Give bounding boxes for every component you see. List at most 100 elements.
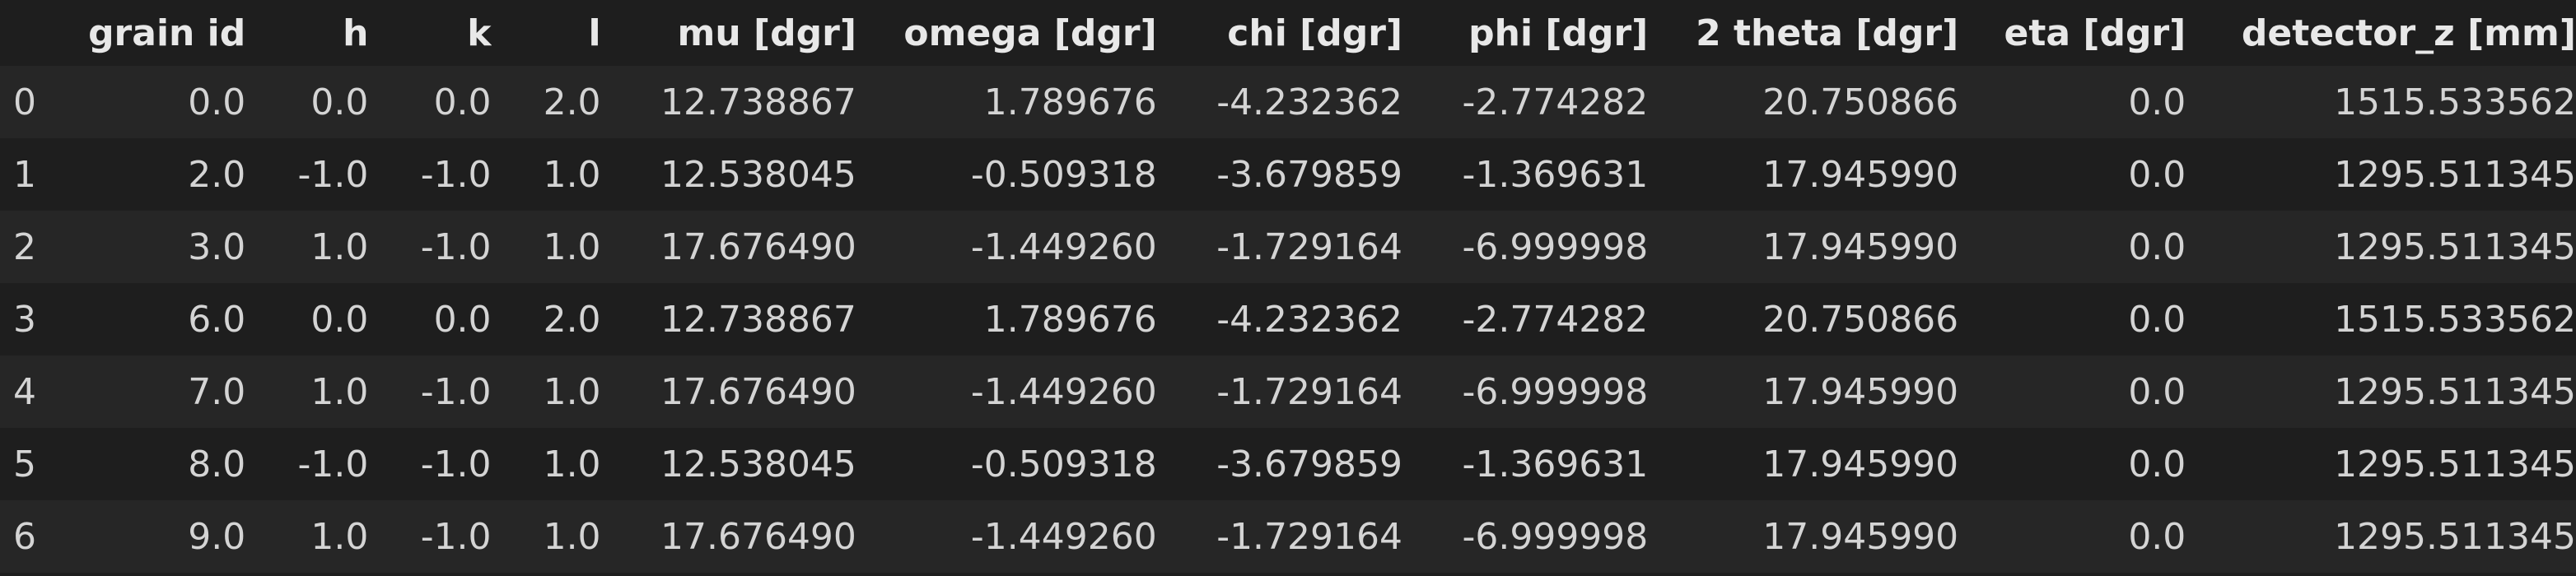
- cell-chi: -4.232362: [1216, 81, 1403, 123]
- cell-eta: 0.0: [2128, 225, 2186, 268]
- cell-l: 1.0: [543, 443, 601, 485]
- column-header-l: l: [588, 12, 601, 54]
- row-index-cell: 4: [13, 370, 36, 413]
- cell-omega: -1.449260: [970, 225, 1157, 268]
- cell-omega: -1.449260: [970, 515, 1157, 558]
- table-row: 1 2.0 -1.0 -1.0 1.0 12.538045 -0.509318 -3.6798…: [0, 138, 2576, 211]
- column-header-detector-z: detector_z [mm]: [2241, 12, 2576, 54]
- cell-l: 2.0: [543, 298, 601, 341]
- cell-k: -1.0: [420, 515, 492, 558]
- cell-k: -1.0: [420, 225, 492, 268]
- cell-mu: 12.738867: [660, 298, 856, 341]
- cell-two-theta: 17.945990: [1762, 370, 1959, 413]
- row-index-cell: 2: [13, 225, 36, 268]
- table-body: 0 0.0 0.0 0.0 2.0 12.738867 1.789676 -4.232362 -…: [0, 66, 2576, 573]
- cell-detector-z: 1295.511345: [2334, 370, 2576, 413]
- cell-phi: -6.999998: [1462, 370, 1649, 413]
- cell-mu: 12.538045: [660, 153, 856, 196]
- cell-two-theta: 17.945990: [1762, 443, 1959, 485]
- column-header-eta: eta [dgr]: [2004, 12, 2186, 54]
- cell-grain-id: 6.0: [188, 298, 246, 341]
- cell-eta: 0.0: [2128, 153, 2186, 196]
- cell-two-theta: 20.750866: [1762, 81, 1959, 123]
- cell-grain-id: 7.0: [188, 370, 246, 413]
- column-header-chi: chi [dgr]: [1227, 12, 1403, 54]
- cell-two-theta: 17.945990: [1762, 225, 1959, 268]
- column-header-omega: omega [dgr]: [903, 12, 1157, 54]
- cell-two-theta: 17.945990: [1762, 153, 1959, 196]
- cell-k: -1.0: [420, 370, 492, 413]
- cell-l: 1.0: [543, 153, 601, 196]
- row-index-cell: 0: [13, 81, 36, 123]
- cell-two-theta: 20.750866: [1762, 298, 1959, 341]
- cell-grain-id: 2.0: [188, 153, 246, 196]
- cell-h: -1.0: [297, 443, 369, 485]
- cell-l: 1.0: [543, 515, 601, 558]
- cell-omega: -0.509318: [970, 443, 1157, 485]
- cell-chi: -3.679859: [1216, 153, 1403, 196]
- table-row: 2 3.0 1.0 -1.0 1.0 17.676490 -1.449260 -1.72916…: [0, 211, 2576, 283]
- cell-h: 1.0: [310, 515, 369, 558]
- column-header-phi: phi [dgr]: [1468, 12, 1649, 54]
- cell-k: -1.0: [420, 443, 492, 485]
- cell-grain-id: 8.0: [188, 443, 246, 485]
- cell-eta: 0.0: [2128, 515, 2186, 558]
- cell-omega: 1.789676: [983, 298, 1157, 341]
- column-header-k: k: [467, 12, 492, 54]
- row-index-cell: 6: [13, 515, 36, 558]
- cell-h: -1.0: [297, 153, 369, 196]
- cell-omega: -0.509318: [970, 153, 1157, 196]
- cell-detector-z: 1515.533562: [2334, 298, 2576, 341]
- row-index-cell: 1: [13, 153, 36, 196]
- cell-grain-id: 3.0: [188, 225, 246, 268]
- cell-detector-z: 1295.511345: [2334, 153, 2576, 196]
- column-header-grain-id: grain id: [88, 12, 246, 54]
- cell-h: 1.0: [310, 370, 369, 413]
- cell-phi: -1.369631: [1462, 443, 1649, 485]
- cell-phi: -1.369631: [1462, 153, 1649, 196]
- row-index-cell: 5: [13, 443, 36, 485]
- cell-mu: 17.676490: [660, 370, 856, 413]
- cell-eta: 0.0: [2128, 298, 2186, 341]
- cell-k: -1.0: [420, 153, 492, 196]
- cell-l: 1.0: [543, 370, 601, 413]
- cell-l: 1.0: [543, 225, 601, 268]
- column-header-h: h: [343, 12, 369, 54]
- cell-mu: 17.676490: [660, 515, 856, 558]
- table-row: 3 6.0 0.0 0.0 2.0 12.738867 1.789676 -4.232362 -…: [0, 283, 2576, 355]
- cell-omega: 1.789676: [983, 81, 1157, 123]
- cell-chi: -1.729164: [1216, 225, 1403, 268]
- cell-eta: 0.0: [2128, 443, 2186, 485]
- cell-omega: -1.449260: [970, 370, 1157, 413]
- cell-h: 0.0: [310, 81, 369, 123]
- cell-two-theta: 17.945990: [1762, 515, 1959, 558]
- index-header: [0, 0, 49, 66]
- table-row: 4 7.0 1.0 -1.0 1.0 17.676490 -1.449260 -1.72916…: [0, 355, 2576, 428]
- table-header-row: grain id h k l mu [dgr] omega [dgr] chi …: [0, 0, 2576, 66]
- cell-l: 2.0: [543, 81, 601, 123]
- column-header-two-theta: 2 theta [dgr]: [1696, 12, 1959, 54]
- cell-k: 0.0: [433, 298, 492, 341]
- cell-grain-id: 9.0: [188, 515, 246, 558]
- cell-grain-id: 0.0: [188, 81, 246, 123]
- cell-eta: 0.0: [2128, 81, 2186, 123]
- cell-detector-z: 1295.511345: [2334, 515, 2576, 558]
- cell-mu: 12.738867: [660, 81, 856, 123]
- cell-chi: -4.232362: [1216, 298, 1403, 341]
- table-row: 5 8.0 -1.0 -1.0 1.0 12.538045 -0.509318 -3.6798…: [0, 428, 2576, 500]
- cell-phi: -2.774282: [1462, 298, 1649, 341]
- cell-mu: 17.676490: [660, 225, 856, 268]
- cell-h: 0.0: [310, 298, 369, 341]
- table-row: 6 9.0 1.0 -1.0 1.0 17.676490 -1.449260 -1.72916…: [0, 500, 2576, 573]
- cell-h: 1.0: [310, 225, 369, 268]
- cell-phi: -6.999998: [1462, 515, 1649, 558]
- cell-phi: -2.774282: [1462, 81, 1649, 123]
- cell-chi: -1.729164: [1216, 515, 1403, 558]
- table-row: 0 0.0 0.0 0.0 2.0 12.738867 1.789676 -4.232362 -…: [0, 66, 2576, 138]
- row-index-cell: 3: [13, 298, 36, 341]
- column-header-mu: mu [dgr]: [677, 12, 856, 54]
- cell-detector-z: 1515.533562: [2334, 81, 2576, 123]
- cell-eta: 0.0: [2128, 370, 2186, 413]
